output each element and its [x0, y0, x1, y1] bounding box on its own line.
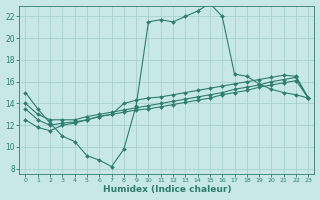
X-axis label: Humidex (Indice chaleur): Humidex (Indice chaleur) — [103, 185, 231, 194]
